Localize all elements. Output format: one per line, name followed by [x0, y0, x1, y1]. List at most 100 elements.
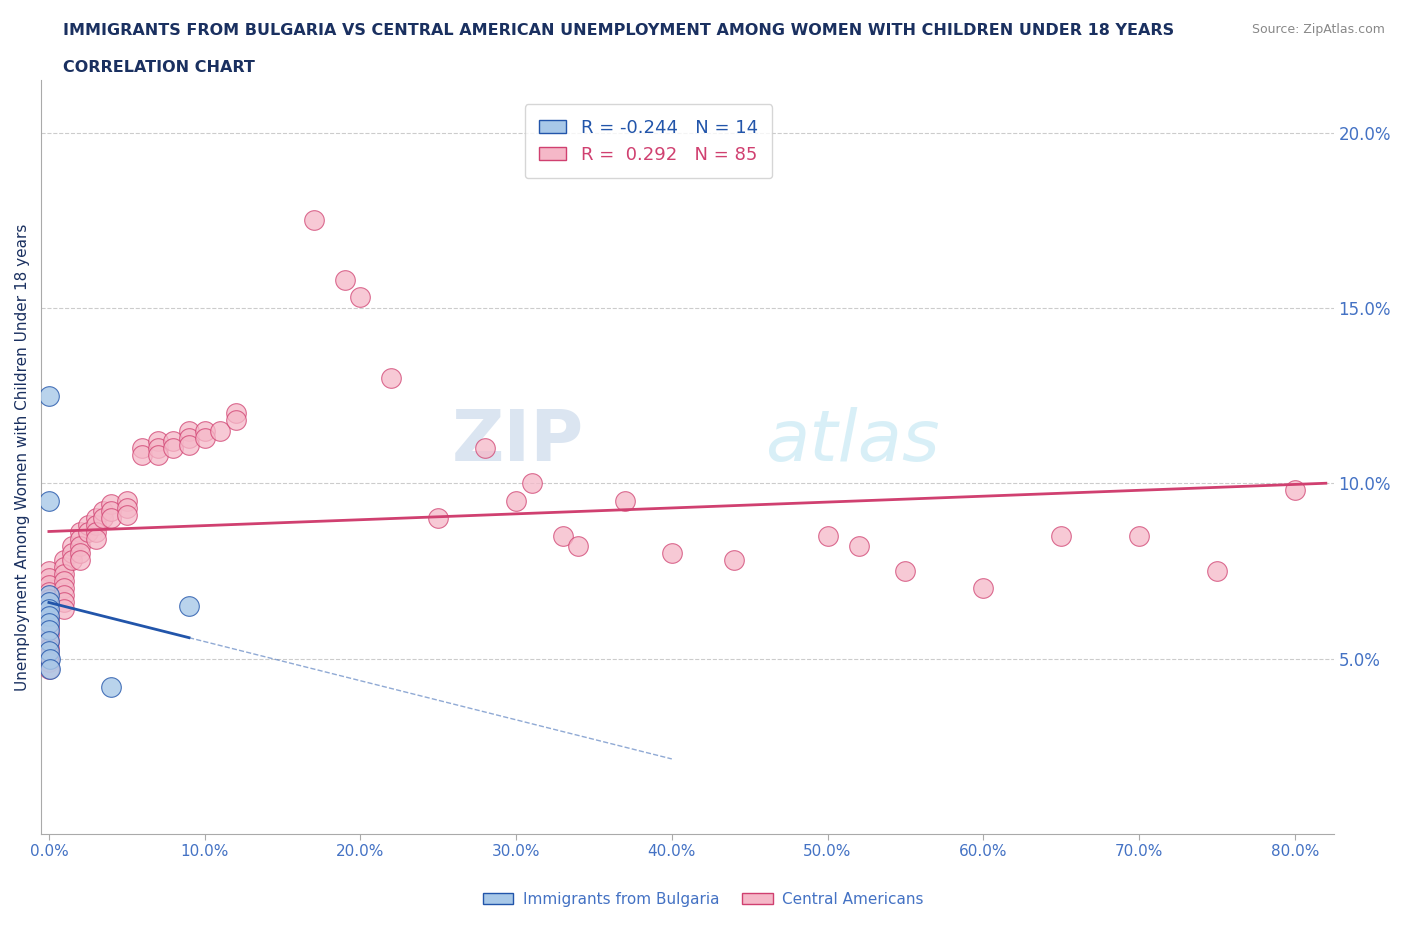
- Point: [38, 641, 60, 656]
- Legend: Immigrants from Bulgaria, Central Americans: Immigrants from Bulgaria, Central Americ…: [477, 886, 929, 913]
- Point: [53, 567, 76, 582]
- Point: [53, 602, 76, 617]
- Point: [614, 493, 637, 508]
- Point: [84, 518, 107, 533]
- Point: [474, 441, 496, 456]
- Point: [38, 613, 60, 628]
- Point: [38, 633, 60, 648]
- Point: [38, 595, 60, 610]
- Point: [146, 433, 169, 448]
- Point: [177, 599, 200, 614]
- Text: atlas: atlas: [765, 407, 939, 476]
- Point: [551, 528, 574, 543]
- Point: [427, 511, 450, 525]
- Point: [69, 538, 91, 553]
- Point: [146, 441, 169, 456]
- Point: [38, 605, 60, 620]
- Point: [84, 525, 107, 539]
- Point: [162, 433, 184, 448]
- Point: [38, 623, 60, 638]
- Point: [131, 441, 153, 456]
- Point: [93, 511, 115, 525]
- Point: [53, 588, 76, 603]
- Point: [115, 500, 138, 515]
- Point: [38, 584, 60, 599]
- Point: [38, 619, 60, 634]
- Point: [38, 627, 60, 642]
- Point: [76, 525, 98, 539]
- Point: [848, 538, 870, 553]
- Point: [38, 647, 60, 662]
- Point: [76, 518, 98, 533]
- Point: [209, 423, 232, 438]
- Point: [520, 476, 543, 491]
- Point: [972, 581, 994, 596]
- Point: [723, 553, 745, 568]
- Point: [60, 553, 83, 568]
- Point: [505, 493, 527, 508]
- Point: [146, 447, 169, 462]
- Y-axis label: Unemployment Among Women with Children Under 18 years: Unemployment Among Women with Children U…: [15, 223, 30, 691]
- Point: [53, 574, 76, 589]
- Point: [38, 661, 60, 676]
- Point: [100, 497, 122, 512]
- Point: [69, 546, 91, 561]
- Text: CORRELATION CHART: CORRELATION CHART: [63, 60, 254, 75]
- Point: [38, 599, 60, 614]
- Point: [38, 493, 60, 508]
- Point: [567, 538, 589, 553]
- Point: [1050, 528, 1073, 543]
- Point: [93, 504, 115, 519]
- Point: [100, 679, 122, 694]
- Point: [817, 528, 839, 543]
- Text: ZIP: ZIP: [451, 407, 583, 476]
- Point: [225, 413, 247, 428]
- Point: [349, 290, 371, 305]
- Point: [53, 581, 76, 596]
- Text: Source: ZipAtlas.com: Source: ZipAtlas.com: [1251, 23, 1385, 36]
- Point: [380, 371, 402, 386]
- Point: [53, 553, 76, 568]
- Point: [53, 560, 76, 575]
- Point: [60, 546, 83, 561]
- Point: [1128, 528, 1150, 543]
- Point: [177, 437, 200, 452]
- Point: [162, 441, 184, 456]
- Point: [115, 493, 138, 508]
- Point: [38, 602, 60, 617]
- Point: [661, 546, 683, 561]
- Point: [131, 447, 153, 462]
- Point: [38, 564, 60, 578]
- Point: [225, 405, 247, 420]
- Point: [39, 661, 62, 676]
- Point: [1284, 483, 1306, 498]
- Point: [69, 532, 91, 547]
- Point: [38, 655, 60, 670]
- Point: [100, 511, 122, 525]
- Point: [38, 570, 60, 585]
- Point: [84, 532, 107, 547]
- Text: IMMIGRANTS FROM BULGARIA VS CENTRAL AMERICAN UNEMPLOYMENT AMONG WOMEN WITH CHILD: IMMIGRANTS FROM BULGARIA VS CENTRAL AMER…: [63, 23, 1174, 38]
- Point: [38, 588, 60, 603]
- Point: [69, 525, 91, 539]
- Point: [177, 423, 200, 438]
- Point: [115, 508, 138, 523]
- Point: [38, 578, 60, 592]
- Point: [38, 591, 60, 606]
- Point: [100, 504, 122, 519]
- Point: [194, 423, 217, 438]
- Point: [60, 538, 83, 553]
- Point: [1205, 564, 1227, 578]
- Point: [84, 511, 107, 525]
- Point: [38, 388, 60, 403]
- Point: [894, 564, 917, 578]
- Point: [69, 553, 91, 568]
- Legend: R = -0.244   N = 14, R =  0.292   N = 85: R = -0.244 N = 14, R = 0.292 N = 85: [524, 104, 772, 179]
- Point: [333, 272, 356, 287]
- Point: [38, 633, 60, 648]
- Point: [53, 595, 76, 610]
- Point: [194, 431, 217, 445]
- Point: [38, 609, 60, 624]
- Point: [38, 616, 60, 631]
- Point: [302, 213, 325, 228]
